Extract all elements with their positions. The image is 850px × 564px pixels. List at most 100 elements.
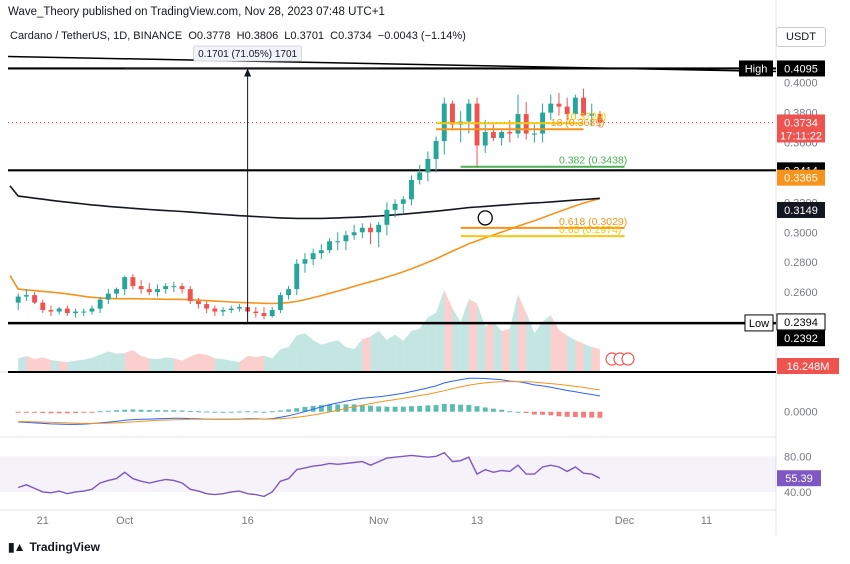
volume-segment (567, 335, 576, 372)
candle-body (318, 250, 324, 254)
candle-body (81, 311, 87, 313)
macd-histogram-bar (318, 405, 324, 412)
macd-histogram-bar (163, 410, 169, 412)
volume-segment (329, 340, 338, 372)
ma-price-tag: 0.3365 (784, 173, 818, 185)
volume-segment (34, 357, 43, 372)
symbol-name[interactable]: Cardano / TetherUS, 1D, BINANCE (10, 30, 183, 42)
volume-segment (526, 312, 535, 372)
macd-histogram-bar (335, 404, 341, 412)
candle-body (343, 235, 349, 242)
macd-histogram-bar (73, 411, 79, 413)
low-close-price-tag: 0.2392 (784, 333, 818, 345)
event-flag-icon (621, 352, 635, 366)
candle-body (32, 295, 38, 303)
ma-price-tag-bg (777, 169, 825, 186)
candle-body (392, 203, 398, 210)
macd-histogram-bar (417, 405, 423, 412)
macd-histogram-bar (302, 406, 308, 412)
macd-histogram-bar (499, 409, 505, 412)
time-tick-label: Dec (615, 515, 635, 527)
ema50-line (9, 197, 601, 305)
volume-segment (558, 330, 568, 372)
price-chart[interactable]: 0.382 (0.3438) 0.618 (0.3029)0.65 (0.2974… (0, 0, 850, 540)
horizontal-levels (7, 55, 777, 373)
macd-histogram-bar (179, 410, 185, 412)
fib-level-label: 0.382 (0.3438) (559, 155, 627, 167)
high-price-tag-bg (777, 60, 825, 77)
high-badge-label: High (745, 63, 768, 75)
candle-body (40, 302, 46, 311)
candle-body (155, 289, 160, 293)
footer-brand: TradingView (29, 540, 100, 554)
volume-segment (116, 352, 125, 372)
macd-histogram-bar (277, 410, 283, 412)
volume-segment (468, 299, 478, 372)
volume-segment (395, 334, 404, 372)
macd-histogram-bar (581, 411, 587, 418)
volume-segment (247, 356, 256, 372)
macd-histogram-bar (32, 411, 38, 413)
volume-segment (591, 346, 600, 372)
candle-body (286, 289, 292, 296)
grid (0, 0, 777, 535)
high-badge (739, 60, 773, 77)
candle-body (564, 106, 570, 115)
volume-segment (198, 353, 207, 372)
fib-level-label: (0.3729) (567, 111, 606, 123)
macd-histogram-bar (466, 404, 472, 412)
candle-body (400, 199, 406, 204)
rsi-line (17, 451, 601, 498)
candle-body (253, 311, 259, 314)
tradingview-logo[interactable]: ▮▲ TradingView (8, 540, 100, 554)
measure-label: 0.1701 (71.05%) 1701 (198, 49, 297, 60)
rsi-tick-label: 40.00 (784, 487, 812, 499)
macd-histogram-bar (228, 411, 234, 413)
candle-body (589, 114, 595, 116)
macd-histogram-bar (130, 409, 136, 412)
volume-segment (534, 321, 543, 372)
candle-body (187, 289, 193, 302)
symbol-info-row: Cardano / TetherUS, 1D, BINANCE O0.3778 … (10, 30, 469, 42)
macd-histogram-bar (253, 411, 259, 413)
moving-averages (9, 185, 601, 305)
volume-segment (550, 315, 559, 372)
volume-segment (304, 333, 314, 372)
close-label: C (330, 30, 339, 42)
volume-segment (132, 350, 142, 372)
macd-histogram-bar (531, 411, 537, 415)
candle-body (212, 308, 218, 312)
macd-histogram-bar (23, 411, 29, 413)
time-axis: 21 Oct 16 Nov 13 Dec 11 (37, 515, 713, 527)
macd-histogram-bar (368, 405, 373, 412)
candle-body (105, 293, 111, 300)
macd-histogram-bar (155, 410, 160, 412)
candle-body (310, 253, 316, 260)
time-tick-label: Nov (369, 515, 389, 527)
low-value: 0.3701 (290, 30, 325, 42)
volume-segment (436, 290, 445, 372)
macd-histogram-bar (556, 411, 562, 417)
volume-segment (313, 340, 322, 372)
macd-histogram-bar (245, 411, 251, 413)
volume-area (18, 290, 600, 372)
candle-body (138, 286, 144, 290)
candle-body (433, 141, 439, 159)
candle-body (89, 308, 95, 312)
low-label: L (284, 30, 291, 42)
macd-histogram-bar (327, 404, 333, 412)
currency-selector[interactable]: USDT (776, 27, 826, 47)
candle-body (548, 103, 554, 113)
macd-histogram-bar (114, 410, 119, 412)
volume-segment (345, 346, 355, 372)
tradingview-logo-icon: ▮▲ (8, 540, 26, 554)
price-tick-label: 0.2600 (784, 287, 818, 299)
candle-body (409, 179, 414, 200)
trend-line (7, 55, 777, 73)
measure-arrow-head (244, 68, 252, 77)
macd-histogram-bar (220, 411, 226, 413)
candle-body (261, 313, 267, 317)
volume-segment (501, 328, 510, 372)
volume-segment (100, 351, 109, 372)
candle-body (114, 289, 119, 294)
